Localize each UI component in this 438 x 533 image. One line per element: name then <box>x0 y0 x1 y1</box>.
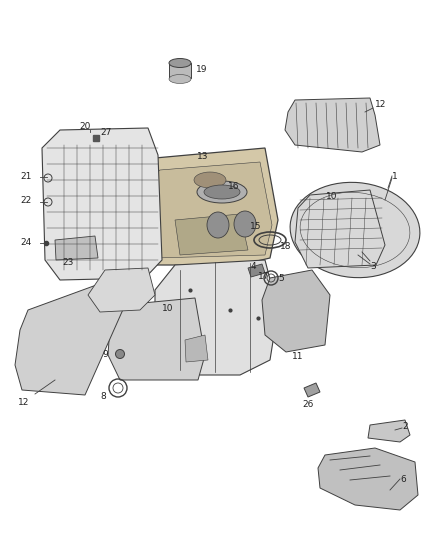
Ellipse shape <box>207 212 229 238</box>
Text: 6: 6 <box>400 475 406 484</box>
Ellipse shape <box>194 172 226 188</box>
Polygon shape <box>155 260 278 375</box>
Text: 12: 12 <box>375 100 386 109</box>
Ellipse shape <box>204 185 240 199</box>
Polygon shape <box>248 264 265 277</box>
Text: 3: 3 <box>370 262 376 271</box>
Polygon shape <box>285 98 380 152</box>
Text: 11: 11 <box>292 352 304 361</box>
Text: 15: 15 <box>250 222 261 231</box>
Text: 10: 10 <box>326 192 338 201</box>
Ellipse shape <box>116 350 124 359</box>
Text: 13: 13 <box>197 152 208 161</box>
Polygon shape <box>42 128 162 280</box>
Ellipse shape <box>169 59 191 68</box>
Text: 20: 20 <box>79 122 91 131</box>
Polygon shape <box>15 280 125 395</box>
Polygon shape <box>108 298 205 380</box>
Polygon shape <box>55 236 98 260</box>
Polygon shape <box>368 420 410 442</box>
Polygon shape <box>88 268 155 312</box>
Text: 4: 4 <box>250 262 256 271</box>
Text: 18: 18 <box>280 242 292 251</box>
Text: 10: 10 <box>162 304 174 313</box>
Text: 5: 5 <box>278 274 284 283</box>
Polygon shape <box>145 162 272 258</box>
Text: 12: 12 <box>18 398 29 407</box>
Polygon shape <box>138 148 278 265</box>
Text: 21: 21 <box>21 172 32 181</box>
Ellipse shape <box>234 211 256 237</box>
Polygon shape <box>304 383 320 397</box>
Polygon shape <box>295 190 385 268</box>
Text: 23: 23 <box>62 258 74 267</box>
Ellipse shape <box>169 75 191 84</box>
Text: 8: 8 <box>100 392 106 401</box>
Text: 16: 16 <box>228 182 240 191</box>
Text: 26: 26 <box>302 400 314 409</box>
Text: 1: 1 <box>392 172 398 181</box>
Text: 9: 9 <box>102 350 108 359</box>
Ellipse shape <box>290 182 420 278</box>
Text: 19: 19 <box>196 65 208 74</box>
Polygon shape <box>169 63 191 78</box>
Text: 27: 27 <box>100 128 111 137</box>
Text: 2: 2 <box>402 422 408 431</box>
Ellipse shape <box>197 181 247 203</box>
Polygon shape <box>262 270 330 352</box>
Polygon shape <box>175 214 248 255</box>
Text: 17: 17 <box>258 272 269 281</box>
Polygon shape <box>318 448 418 510</box>
Text: 22: 22 <box>21 196 32 205</box>
Polygon shape <box>185 335 208 362</box>
Text: 24: 24 <box>21 238 32 247</box>
